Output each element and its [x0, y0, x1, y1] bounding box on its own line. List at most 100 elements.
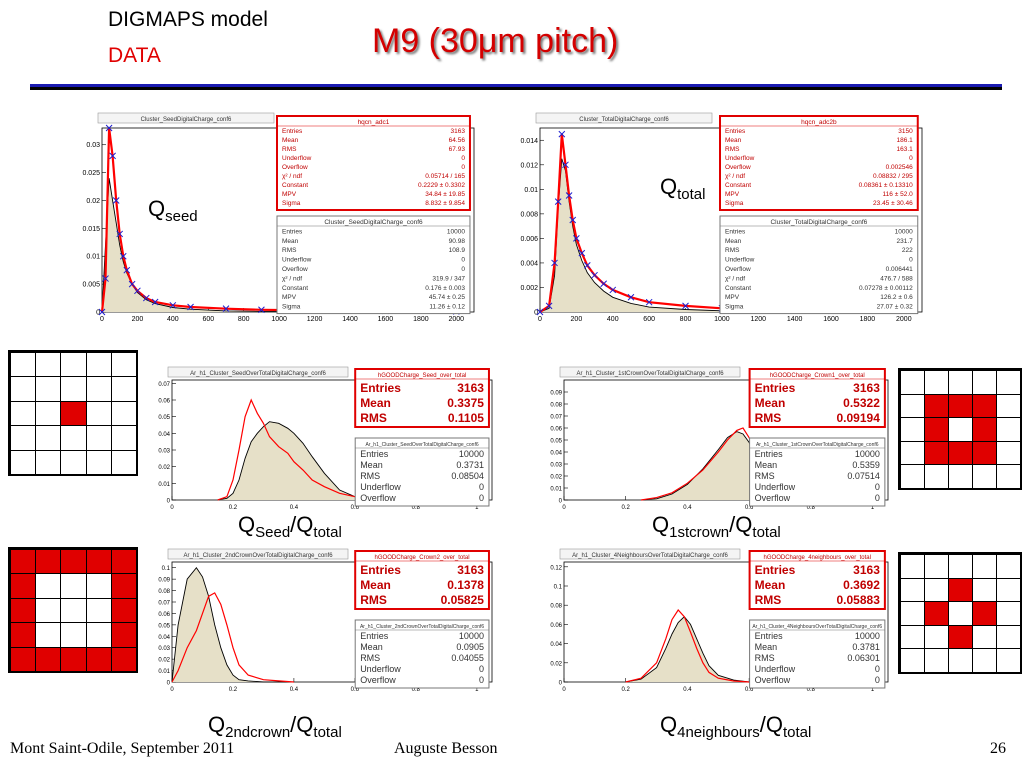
x-tick-label: 200 — [571, 316, 583, 323]
hist-title: Ar_h1_Cluster_2ndCrownOverTotalDigitalCh… — [183, 553, 333, 559]
series-model-fill — [172, 567, 294, 682]
stats-value: 0.06301 — [847, 653, 880, 663]
y-tick-label: 0.01 — [158, 482, 170, 488]
stats-key: RMS — [360, 653, 380, 663]
stats-value: 0 — [461, 164, 465, 171]
stats-key: Underflow — [725, 257, 755, 264]
pixel-cell — [972, 370, 997, 395]
series-data-marker — [558, 130, 566, 138]
stats-key: Mean — [755, 396, 786, 410]
stats-key: Sigma — [282, 304, 301, 311]
x-tick-label: 1800 — [860, 316, 876, 323]
stats-key: RMS — [360, 411, 387, 425]
pixel-cell — [85, 573, 112, 599]
series-data-line — [625, 609, 750, 683]
y-tick-label: 0 — [559, 681, 563, 687]
y-tick-label: 0.09 — [550, 391, 562, 397]
pixel-cell — [10, 425, 37, 451]
y-tick-label: 0 — [167, 499, 171, 505]
x-tick-label: 0.6 — [745, 687, 754, 693]
stats-key: RMS — [282, 146, 297, 153]
pixel-cell-hit — [85, 646, 112, 672]
stats-key: Entries — [360, 449, 389, 459]
stats-key: Mean — [755, 460, 778, 470]
stats-key: Overflow — [360, 493, 396, 503]
stats-value: 0.05714 / 165 — [425, 173, 465, 180]
stats-key: Entries — [725, 228, 746, 235]
y-tick-label: 0.01 — [550, 487, 562, 493]
series-data-marker — [562, 161, 569, 169]
stats-key: Underflow — [725, 155, 755, 162]
stats-value: 222 — [902, 247, 913, 254]
pixel-cell — [996, 440, 1021, 466]
stats-value: 3163 — [457, 563, 484, 577]
stats-value: 3150 — [898, 128, 913, 135]
pixel-cell — [85, 400, 112, 427]
x-tick-label: 0.4 — [290, 687, 299, 693]
stats-key: RMS — [282, 247, 297, 254]
y-tick-label: 0.002 — [520, 285, 538, 292]
x-tick-label: 2000 — [896, 316, 912, 323]
hist-title-box — [97, 112, 275, 124]
y-tick-label: 0.07 — [158, 601, 170, 607]
plot-seed-ratio: Ar_h1_Cluster_SeedOverTotalDigitalCharge… — [144, 366, 496, 512]
x-tick-label: 0.8 — [807, 505, 816, 511]
y-tick-label: 0.006 — [520, 236, 538, 243]
stats-key: Mean — [360, 578, 391, 592]
stats-value: 0 — [909, 155, 913, 162]
x-tick-label: 0.8 — [807, 687, 816, 693]
y-tick-label: 0.04 — [158, 635, 170, 641]
stats-key: Sigma — [725, 200, 744, 207]
stats-key: Entries — [755, 449, 784, 459]
pixel-cell — [900, 440, 925, 466]
stats-key: Entries — [360, 381, 401, 395]
stats-value: 3163 — [853, 381, 880, 395]
pixel-cell — [110, 376, 137, 402]
stats-key: Entries — [755, 381, 796, 395]
hist-title: Cluster_SeedDigitalCharge_conf6 — [141, 117, 232, 123]
stats-key: Mean — [282, 238, 299, 245]
stats-key: Overflow — [725, 164, 751, 171]
y-tick-label: 0.004 — [520, 260, 538, 267]
x-tick-label: 2000 — [448, 316, 464, 323]
plot-frame — [171, 561, 493, 683]
pixel-cell — [10, 352, 37, 378]
stats-value: 0 — [461, 257, 465, 264]
series-data-marker — [551, 259, 558, 267]
stats-key: χ² / ndf — [725, 173, 745, 180]
pixel-cell — [60, 376, 87, 402]
y-tick-label: 0.05 — [550, 439, 562, 445]
y-tick-label: 0.01 — [86, 254, 100, 261]
y-tick-label: 0.07 — [550, 415, 562, 421]
stats-title: hqcn_adc2b — [801, 119, 837, 126]
x-tick-label: 1200 — [307, 316, 323, 323]
stats-key: Overflow — [725, 266, 751, 273]
stats-value: 64.56 — [449, 137, 466, 144]
y-tick-label: 0.08 — [550, 403, 562, 409]
y-tick-label: 0.04 — [158, 432, 170, 438]
pixel-cell — [924, 577, 949, 603]
y-tick-label: 0.06 — [550, 427, 562, 433]
series-data-marker — [109, 152, 116, 160]
stats-value: 0 — [875, 493, 880, 503]
pixel-cell — [35, 622, 62, 648]
stats-key: Sigma — [725, 304, 744, 311]
stats-key: RMS — [755, 411, 782, 425]
stats-value: 0 — [461, 155, 465, 162]
x-tick-label: 0.4 — [683, 687, 692, 693]
series-data-marker — [682, 302, 689, 310]
hist-title-box — [559, 366, 741, 378]
series-model-line — [625, 616, 750, 683]
pixel-cell-hit — [924, 393, 949, 419]
x-tick-label: 600 — [643, 316, 655, 323]
series-data-marker — [565, 192, 573, 199]
pixel-cell-hit — [35, 646, 62, 672]
label-q-seed: Qseed — [148, 196, 198, 225]
x-tick-label: 0.6 — [745, 505, 754, 511]
series-model-fill — [625, 616, 750, 682]
stats-box — [354, 437, 490, 507]
series-data-marker — [222, 305, 230, 313]
y-tick-label: 0.1 — [162, 566, 171, 572]
pixel-cell — [900, 554, 925, 579]
stats-box — [748, 368, 886, 428]
